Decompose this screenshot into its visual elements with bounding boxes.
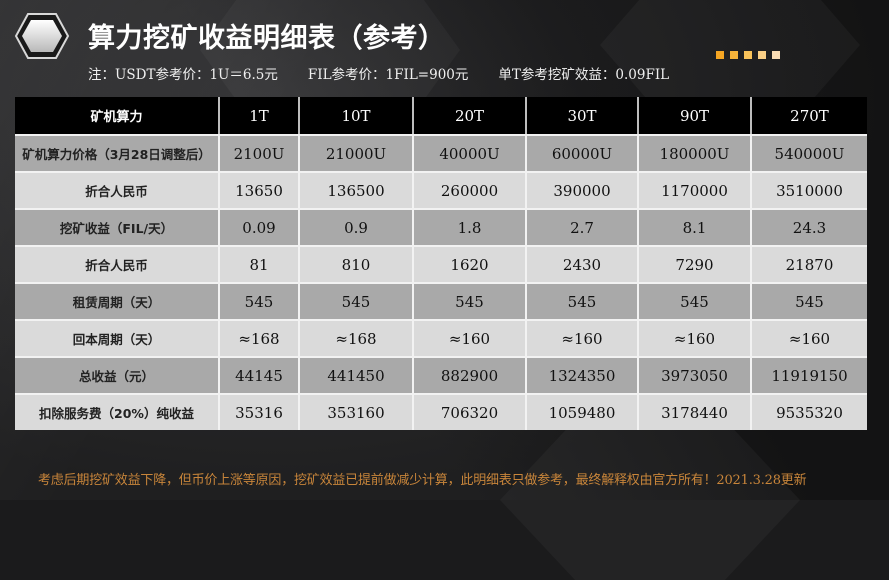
column-header: 30T [526, 97, 639, 136]
dot [772, 51, 780, 59]
table-cell: ≈160 [525, 319, 639, 358]
row-label: 扣除服务费（20%）纯收益 [15, 393, 220, 430]
table-cell: ≈168 [298, 319, 414, 358]
table-cell: ≈160 [637, 319, 752, 358]
column-header: 10T [299, 97, 414, 136]
fil-price-note: FIL参考价：1FIL=900元 [307, 67, 469, 83]
per-t-yield-note: 单T参考挖矿效益：0.09FIL [498, 67, 670, 83]
dot [744, 51, 752, 59]
usdt-rate-note: 注：USDT参考价：1U＝6.5元 [88, 67, 278, 83]
table-cell: 2430 [525, 245, 639, 284]
table-row: 回本周期（天） ≈168 ≈168 ≈160 ≈160 ≈160 ≈160 [15, 319, 867, 358]
table-cell: 7290 [637, 245, 752, 284]
table-row: 折合人民币 81 810 1620 2430 7290 21870 [15, 245, 867, 284]
table-cell: 390000 [525, 171, 639, 210]
row-label: 折合人民币 [15, 245, 220, 284]
update-date: 2021.3.28更新 [716, 473, 807, 488]
table-cell: 0.9 [298, 208, 414, 247]
column-header: 90T [638, 97, 752, 136]
table-cell: 1059480 [525, 393, 639, 430]
table-cell: 260000 [412, 171, 527, 210]
table-cell: 21000U [298, 134, 414, 173]
mining-income-table: 矿机算力 1T 10T 20T 30T 90T 270T 矿机算力价格（3月28… [15, 97, 867, 430]
column-header: 20T [413, 97, 527, 136]
table-cell: 8.1 [637, 208, 752, 247]
table-cell: 2.7 [525, 208, 639, 247]
table-cell: 1620 [412, 245, 527, 284]
table-cell: 1324350 [525, 356, 639, 395]
table-cell: 44145 [218, 356, 300, 395]
table-cell: 540000U [750, 134, 867, 173]
table-cell: 706320 [412, 393, 527, 430]
table-row: 折合人民币 13650 136500 260000 390000 1170000… [15, 171, 867, 210]
row-label: 回本周期（天） [15, 319, 220, 358]
page-title: 算力挖矿收益明细表（参考） [88, 23, 446, 54]
table-cell: 3178440 [637, 393, 752, 430]
table-cell: 11919150 [750, 356, 867, 395]
table-cell: 2100U [218, 134, 300, 173]
table-cell: ≈160 [412, 319, 527, 358]
table-row: 矿机算力价格（3月28日调整后） 2100U 21000U 40000U 600… [15, 134, 867, 173]
table-cell: 545 [750, 282, 867, 321]
table-cell: 545 [218, 282, 300, 321]
table-cell: 545 [637, 282, 752, 321]
table-row: 挖矿收益（FIL/天） 0.09 0.9 1.8 2.7 8.1 24.3 [15, 208, 867, 247]
table-cell: 0.09 [218, 208, 300, 247]
column-header: 矿机算力 [15, 97, 220, 136]
table-cell: 136500 [298, 171, 414, 210]
table-cell: 3510000 [750, 171, 867, 210]
table-cell: 13650 [218, 171, 300, 210]
table-cell: 882900 [412, 356, 527, 395]
row-label: 挖矿收益（FIL/天） [15, 208, 220, 247]
table-cell: 545 [298, 282, 414, 321]
reference-notes: 注：USDT参考价：1U＝6.5元 FIL参考价：1FIL=900元 单T参考挖… [88, 63, 669, 83]
table-header-row: 矿机算力 1T 10T 20T 30T 90T 270T [15, 97, 867, 136]
table-cell: 180000U [637, 134, 752, 173]
table-cell: 441450 [298, 356, 414, 395]
table-cell: 21870 [750, 245, 867, 284]
table-cell: 1.8 [412, 208, 527, 247]
dot [758, 51, 766, 59]
row-label: 租赁周期（天） [15, 282, 220, 321]
column-header: 270T [751, 97, 867, 136]
table-cell: 40000U [412, 134, 527, 173]
dot [716, 51, 724, 59]
table-cell: 3973050 [637, 356, 752, 395]
disclaimer-text: 考虑后期挖矿效益下降，但币价上涨等原因，挖矿效益已提前做减少计算，此明细表只做参… [38, 473, 717, 488]
disclaimer-footer: 考虑后期挖矿效益下降，但币价上涨等原因，挖矿效益已提前做减少计算，此明细表只做参… [38, 469, 807, 488]
table-cell: 810 [298, 245, 414, 284]
table-cell: 353160 [298, 393, 414, 430]
hexagon-icon [14, 13, 70, 59]
table-cell: 60000U [525, 134, 639, 173]
table-cell: 35316 [218, 393, 300, 430]
table-row: 租赁周期（天） 545 545 545 545 545 545 [15, 282, 867, 321]
table-cell: 81 [218, 245, 300, 284]
column-header: 1T [219, 97, 300, 136]
table-cell: 545 [525, 282, 639, 321]
table-row: 扣除服务费（20%）纯收益 35316 353160 706320 105948… [15, 393, 867, 430]
row-label: 折合人民币 [15, 171, 220, 210]
table-row: 总收益（元） 44145 441450 882900 1324350 39730… [15, 356, 867, 395]
table-cell: 545 [412, 282, 527, 321]
decorative-dots [716, 51, 780, 59]
row-label: 矿机算力价格（3月28日调整后） [15, 134, 220, 173]
dot [730, 51, 738, 59]
table-cell: 9535320 [750, 393, 867, 430]
table-cell: ≈168 [218, 319, 300, 358]
table-cell: 1170000 [637, 171, 752, 210]
table-cell: 24.3 [750, 208, 867, 247]
row-label: 总收益（元） [15, 356, 220, 395]
table-cell: ≈160 [750, 319, 867, 358]
